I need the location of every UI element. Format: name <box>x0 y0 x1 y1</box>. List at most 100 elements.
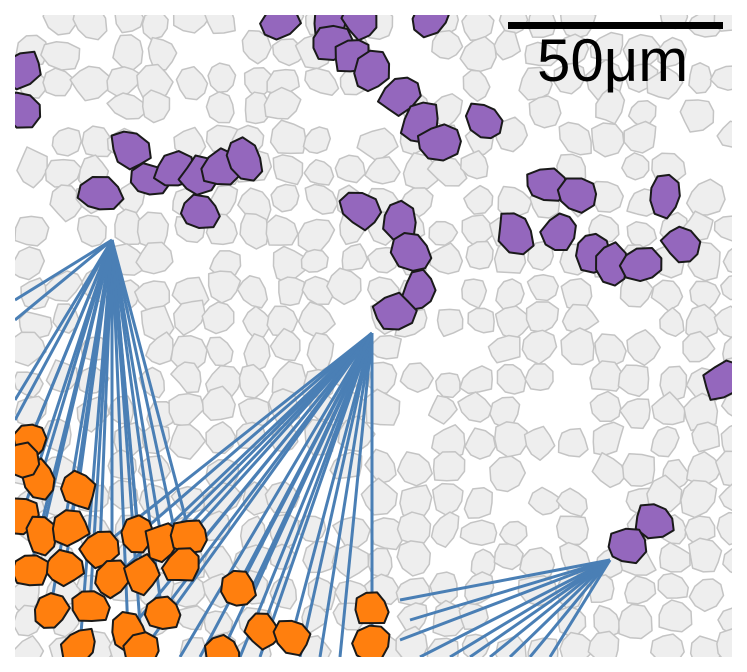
connection-line <box>178 332 374 657</box>
background-cell <box>304 67 340 96</box>
background-cell <box>42 67 75 97</box>
background-cell <box>493 421 529 458</box>
background-cell <box>435 372 461 399</box>
background-cell <box>432 450 466 482</box>
connection-line <box>238 332 374 657</box>
background-cell <box>659 365 688 402</box>
background-cell <box>589 390 622 423</box>
background-cell <box>557 427 589 458</box>
target-cell <box>351 624 391 657</box>
background-cell <box>106 66 142 97</box>
background-cell <box>278 276 306 307</box>
background-cell <box>431 29 464 60</box>
background-cell <box>141 15 169 41</box>
background-cell <box>241 29 273 65</box>
background-cell <box>591 451 627 489</box>
background-cell <box>619 398 651 430</box>
connection-line <box>318 332 374 657</box>
background-cell <box>265 214 299 246</box>
connection-line <box>99 331 373 550</box>
background-cell <box>367 361 398 394</box>
background-cell <box>722 247 732 274</box>
background-cell <box>364 156 401 185</box>
background-cell <box>205 336 234 367</box>
background-cell <box>718 483 732 512</box>
connection-line <box>78 239 114 647</box>
background-cell <box>688 62 713 94</box>
background-cell <box>201 301 235 335</box>
background-cell <box>263 86 302 120</box>
background-cell <box>269 327 301 362</box>
background-cell <box>429 571 458 606</box>
source-cell <box>607 527 648 565</box>
background-cell <box>716 511 732 546</box>
source-cell <box>634 503 675 540</box>
source-cell <box>338 191 383 232</box>
background-cell <box>300 248 329 273</box>
source-cell <box>416 123 462 162</box>
background-cell <box>617 364 650 398</box>
background-cell <box>303 158 335 186</box>
background-cell <box>682 330 716 363</box>
background-cell <box>716 120 732 148</box>
background-cell <box>207 62 237 94</box>
background-cell <box>494 116 529 153</box>
background-cell <box>650 279 684 312</box>
background-cell <box>525 301 560 333</box>
target-cell <box>272 619 312 657</box>
connection-line <box>15 239 114 401</box>
background-cell <box>334 154 367 184</box>
background-cell <box>521 329 558 365</box>
background-cell <box>713 215 732 242</box>
background-cell <box>626 221 658 249</box>
background-cell <box>356 127 399 162</box>
background-cell <box>436 308 464 338</box>
connection-line <box>126 332 374 633</box>
target-cell <box>59 627 96 657</box>
background-cell <box>467 307 495 334</box>
background-cell <box>270 183 300 213</box>
background-cell <box>428 220 459 246</box>
connection-line <box>449 558 611 657</box>
connection-line <box>489 558 611 657</box>
target-cell <box>25 515 58 557</box>
background-cell <box>679 99 715 133</box>
connection-line <box>508 558 612 657</box>
background-cell <box>493 543 524 571</box>
background-cell <box>168 423 207 460</box>
target-cells <box>15 423 391 657</box>
background-cell <box>715 450 732 487</box>
connection-line <box>110 239 164 543</box>
background-cell <box>272 154 304 186</box>
target-cell <box>71 590 111 623</box>
background-cell <box>427 394 458 425</box>
source-cell <box>400 268 437 312</box>
background-cell <box>302 126 332 154</box>
background-cell <box>618 603 653 640</box>
connection-line <box>110 239 184 566</box>
background-cell <box>646 66 684 100</box>
background-cell <box>624 575 657 605</box>
background-cell <box>399 362 435 393</box>
target-cell <box>122 631 160 657</box>
background-cell <box>81 125 116 158</box>
background-cell <box>657 36 688 68</box>
background-cell <box>106 92 148 120</box>
background-cell <box>528 95 562 129</box>
connection-line <box>528 559 612 657</box>
background-cell <box>168 392 206 427</box>
connection-line <box>137 331 373 537</box>
background-cell <box>173 299 206 336</box>
background-cell <box>205 91 235 124</box>
background-cell <box>297 218 336 253</box>
background-cell <box>306 332 335 373</box>
scale-bar-label: 50μm <box>537 27 688 94</box>
connection-line <box>15 238 113 302</box>
background-cell <box>496 363 527 395</box>
background-cell <box>527 486 561 516</box>
background-cell <box>680 479 718 519</box>
background-cell <box>204 15 236 35</box>
background-cell <box>175 65 209 101</box>
